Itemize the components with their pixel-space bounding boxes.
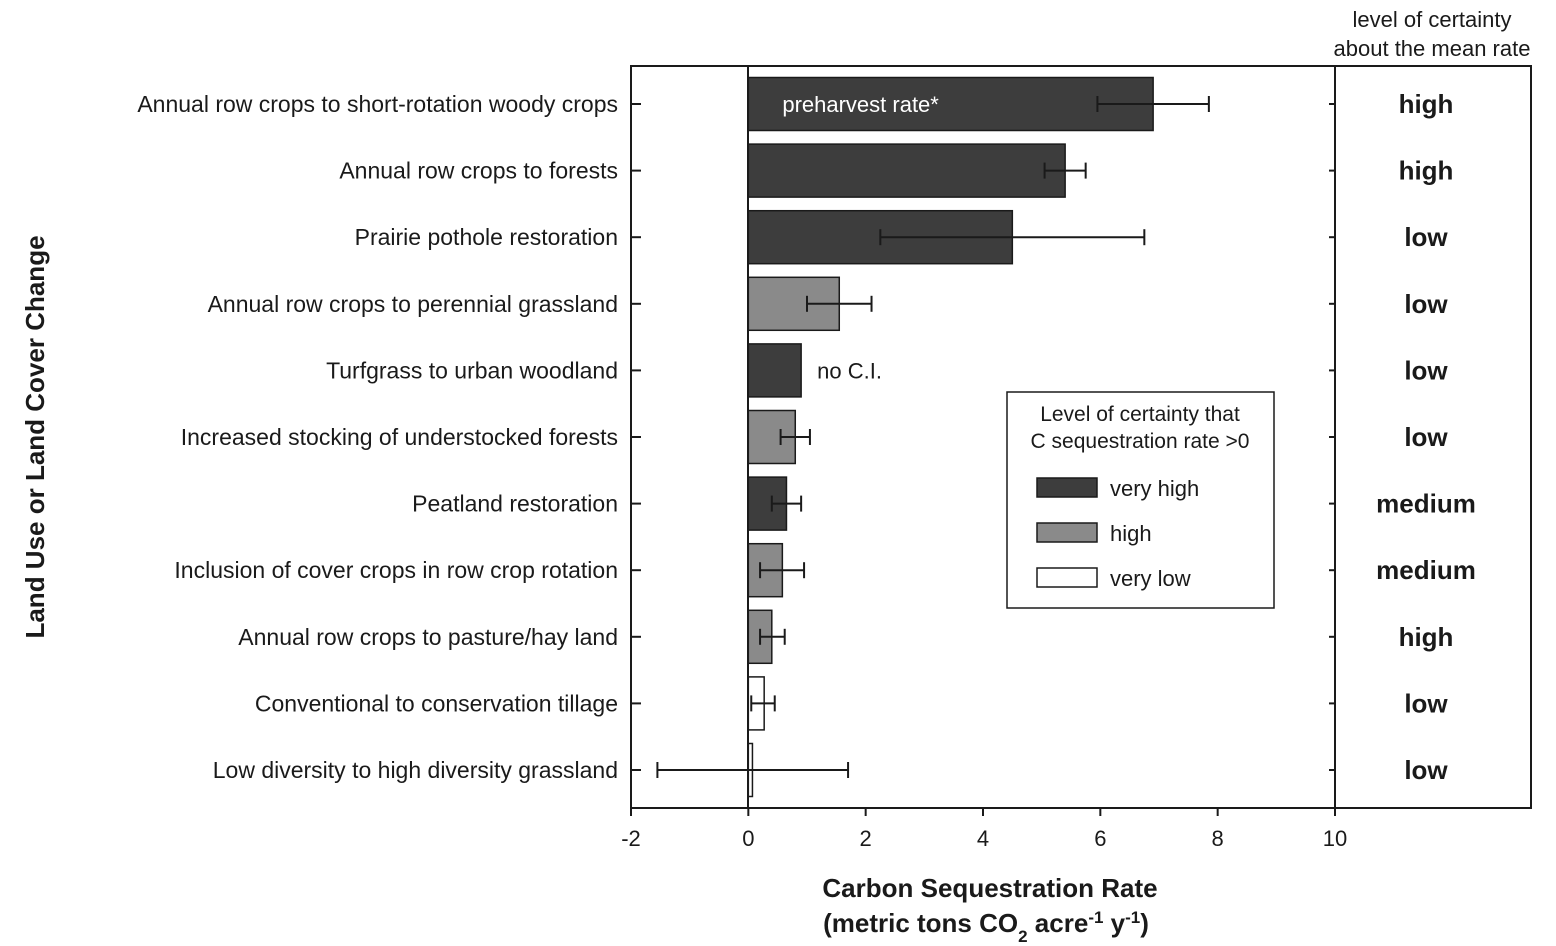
x-axis-title-y: y xyxy=(1103,908,1125,938)
legend-swatch xyxy=(1036,567,1098,588)
bar-annotation: no C.I. xyxy=(817,358,882,383)
mean-certainty-label: low xyxy=(1404,755,1448,785)
legend-label: high xyxy=(1110,521,1152,546)
x-tick-label: -2 xyxy=(621,826,641,851)
category-label: Peatland restoration xyxy=(412,491,618,517)
mean-certainty-label: low xyxy=(1404,688,1448,718)
x-axis-title-line1: Carbon Sequestration Rate xyxy=(822,873,1157,903)
mean-certainty-label: high xyxy=(1399,89,1454,119)
bar xyxy=(747,343,802,398)
category-label: Inclusion of cover crops in row crop rot… xyxy=(174,557,618,583)
x-tick-label: 6 xyxy=(1094,826,1106,851)
category-label: Increased stocking of understocked fores… xyxy=(181,424,618,450)
mean-certainty-label: low xyxy=(1404,355,1448,385)
legend-swatch xyxy=(1036,477,1098,498)
bar xyxy=(747,476,788,531)
x-axis-title-prefix: (metric tons CO xyxy=(823,908,1018,938)
mean-certainty-label: low xyxy=(1404,422,1448,452)
category-label: Annual row crops to pasture/hay land xyxy=(238,624,618,650)
x-axis-title-acre-sup: -1 xyxy=(1088,908,1103,927)
category-label: Annual row crops to perennial grassland xyxy=(208,291,618,317)
legend-title-line1: Level of certainty that xyxy=(1040,403,1240,426)
category-label: Annual row crops to short-rotation woody… xyxy=(137,91,618,117)
category-label: Conventional to conservation tillage xyxy=(255,690,618,716)
y-axis-title: Land Use or Land Cover Change xyxy=(20,235,50,638)
x-tick-label: 10 xyxy=(1323,826,1347,851)
legend-label: very high xyxy=(1110,476,1199,501)
x-tick-label: 4 xyxy=(977,826,989,851)
category-label: Prairie pothole restoration xyxy=(355,224,618,250)
certainty-header-line1: level of certainty xyxy=(1353,7,1512,32)
mean-certainty-label: low xyxy=(1404,222,1448,252)
x-axis-title-line2: (metric tons CO2 acre-1 y-1) xyxy=(823,908,1149,946)
legend-swatch xyxy=(1036,522,1098,543)
x-axis-title-co2-sub: 2 xyxy=(1018,927,1027,946)
bar xyxy=(747,76,1154,132)
x-axis-title-acre: acre xyxy=(1028,908,1089,938)
legend-title-line2: C sequestration rate >0 xyxy=(1031,430,1250,453)
x-axis-title-close: ) xyxy=(1140,908,1149,938)
mean-certainty-label: medium xyxy=(1376,555,1476,585)
category-label: Turfgrass to urban woodland xyxy=(326,357,618,383)
category-label: Annual row crops to forests xyxy=(339,158,618,184)
mean-certainty-label: high xyxy=(1399,156,1454,186)
x-tick-label: 2 xyxy=(860,826,872,851)
mean-certainty-label: high xyxy=(1399,622,1454,652)
legend-label: very low xyxy=(1110,566,1191,591)
x-axis-title-y-sup: -1 xyxy=(1125,908,1140,927)
x-tick-label: 8 xyxy=(1212,826,1224,851)
bar-annotation: preharvest rate* xyxy=(782,92,939,117)
x-tick-label: 0 xyxy=(742,826,754,851)
mean-certainty-label: low xyxy=(1404,289,1448,319)
certainty-header-line2: about the mean rate xyxy=(1334,36,1531,61)
bar xyxy=(747,143,1066,198)
mean-certainty-label: medium xyxy=(1376,489,1476,519)
category-label: Low diversity to high diversity grasslan… xyxy=(213,757,618,783)
legend: Level of certainty that C sequestration … xyxy=(1006,391,1275,609)
